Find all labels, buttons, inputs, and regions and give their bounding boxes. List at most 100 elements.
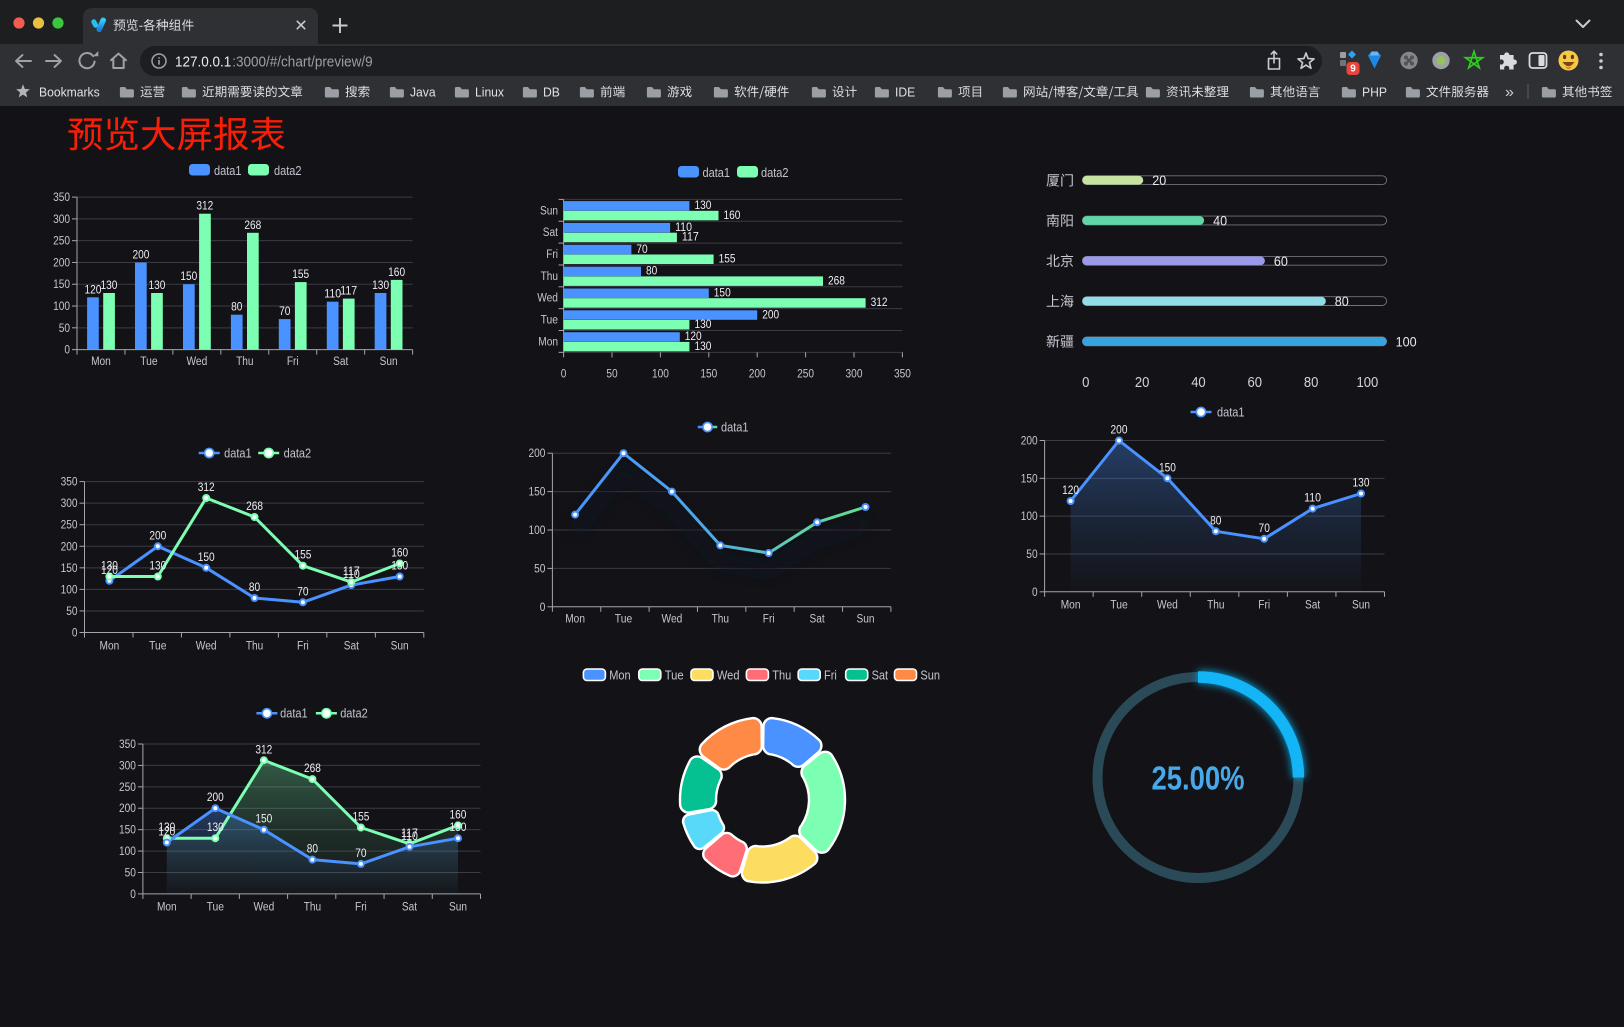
svg-text:300: 300 bbox=[53, 214, 70, 226]
svg-text:300: 300 bbox=[61, 498, 78, 510]
svg-text:Mon: Mon bbox=[157, 902, 177, 914]
svg-text:Wed: Wed bbox=[186, 356, 207, 368]
svg-text:200: 200 bbox=[1021, 436, 1038, 448]
svg-text:0: 0 bbox=[1032, 587, 1038, 599]
svg-text:268: 268 bbox=[246, 501, 263, 513]
svg-text:268: 268 bbox=[828, 275, 845, 287]
svg-text:150: 150 bbox=[180, 271, 197, 283]
svg-text:150: 150 bbox=[529, 487, 546, 499]
svg-text:20: 20 bbox=[1135, 375, 1150, 391]
svg-text:300: 300 bbox=[846, 369, 863, 381]
svg-text:80: 80 bbox=[1210, 515, 1221, 527]
svg-text:0: 0 bbox=[540, 602, 546, 614]
svg-text:130: 130 bbox=[101, 560, 118, 572]
svg-text:data2: data2 bbox=[284, 446, 312, 460]
svg-text:PHP: PHP bbox=[1362, 85, 1387, 100]
svg-text:Mon: Mon bbox=[91, 356, 111, 368]
svg-text:350: 350 bbox=[894, 369, 911, 381]
svg-text:Wed: Wed bbox=[537, 293, 558, 305]
svg-text:117: 117 bbox=[682, 232, 699, 244]
svg-text:Linux: Linux bbox=[475, 85, 504, 100]
svg-text:Tue: Tue bbox=[149, 641, 166, 653]
svg-text:70: 70 bbox=[355, 848, 366, 860]
svg-text:data1: data1 bbox=[721, 420, 749, 434]
svg-text:110: 110 bbox=[1304, 493, 1321, 505]
svg-text:200: 200 bbox=[119, 803, 136, 815]
svg-text:Fri: Fri bbox=[355, 902, 367, 914]
svg-text:Wed: Wed bbox=[196, 641, 217, 653]
svg-text:Thu: Thu bbox=[772, 668, 791, 682]
svg-text:Sat: Sat bbox=[810, 614, 826, 626]
svg-text:120: 120 bbox=[158, 827, 175, 839]
svg-text:70: 70 bbox=[279, 306, 290, 318]
svg-text:40: 40 bbox=[1213, 213, 1227, 229]
svg-text:130: 130 bbox=[391, 560, 408, 572]
svg-text:130: 130 bbox=[450, 822, 467, 834]
svg-text:70: 70 bbox=[297, 586, 308, 598]
svg-text:200: 200 bbox=[53, 257, 70, 269]
svg-text:100: 100 bbox=[652, 369, 669, 381]
svg-text:130: 130 bbox=[694, 200, 711, 212]
svg-text:Sat: Sat bbox=[333, 356, 349, 368]
svg-text:data1: data1 bbox=[703, 166, 731, 180]
svg-text:Sat: Sat bbox=[402, 902, 418, 914]
svg-text:117: 117 bbox=[340, 286, 357, 298]
svg-text:150: 150 bbox=[61, 563, 78, 575]
svg-text:Sun: Sun bbox=[1352, 600, 1370, 612]
svg-text:Sun: Sun bbox=[857, 614, 875, 626]
svg-text:80: 80 bbox=[249, 582, 260, 594]
svg-text:Sat: Sat bbox=[344, 641, 360, 653]
svg-text:DB: DB bbox=[543, 85, 560, 100]
svg-text:100: 100 bbox=[1021, 511, 1038, 523]
svg-text:Thu: Thu bbox=[236, 356, 253, 368]
svg-text:155: 155 bbox=[294, 550, 311, 562]
svg-text:Sat: Sat bbox=[872, 668, 889, 682]
svg-text:0: 0 bbox=[561, 369, 567, 381]
svg-text:160: 160 bbox=[391, 548, 408, 560]
svg-text:150: 150 bbox=[53, 279, 70, 291]
svg-text:Tue: Tue bbox=[140, 356, 157, 368]
svg-text:350: 350 bbox=[119, 739, 136, 751]
svg-text:Sat: Sat bbox=[543, 227, 559, 239]
svg-text:0: 0 bbox=[130, 889, 136, 901]
svg-text:127.0.0.1: 127.0.0.1 bbox=[175, 54, 231, 71]
svg-text:268: 268 bbox=[304, 763, 321, 775]
svg-text:200: 200 bbox=[207, 792, 224, 804]
svg-text:Fri: Fri bbox=[763, 614, 775, 626]
svg-text:100: 100 bbox=[1357, 375, 1379, 391]
svg-text:110: 110 bbox=[675, 222, 692, 234]
svg-text:Thu: Thu bbox=[304, 902, 321, 914]
svg-text:60: 60 bbox=[1248, 375, 1263, 391]
svg-text:0: 0 bbox=[64, 345, 70, 357]
svg-text:»: » bbox=[1505, 84, 1514, 101]
svg-text:Sun: Sun bbox=[449, 902, 467, 914]
svg-text:Mon: Mon bbox=[100, 641, 120, 653]
svg-text:150: 150 bbox=[1021, 473, 1038, 485]
svg-text:Wed: Wed bbox=[1157, 600, 1178, 612]
svg-text:130: 130 bbox=[149, 560, 166, 572]
svg-text:155: 155 bbox=[719, 254, 736, 266]
svg-text:150: 150 bbox=[119, 825, 136, 837]
svg-text:250: 250 bbox=[797, 369, 814, 381]
svg-text:100: 100 bbox=[119, 846, 136, 858]
svg-text:100: 100 bbox=[1396, 333, 1417, 349]
svg-text:250: 250 bbox=[53, 236, 70, 248]
svg-text:80: 80 bbox=[1304, 375, 1319, 391]
svg-text:160: 160 bbox=[450, 809, 467, 821]
svg-text:20: 20 bbox=[1152, 172, 1166, 188]
svg-text:80: 80 bbox=[1335, 293, 1349, 309]
svg-text:Mon: Mon bbox=[565, 614, 585, 626]
svg-text:9: 9 bbox=[1350, 64, 1356, 75]
svg-text:Fri: Fri bbox=[1258, 600, 1270, 612]
svg-text:110: 110 bbox=[343, 569, 360, 581]
svg-text:155: 155 bbox=[292, 269, 309, 281]
svg-text:Thu: Thu bbox=[541, 271, 558, 283]
svg-text:Tue: Tue bbox=[615, 614, 632, 626]
svg-text:40: 40 bbox=[1191, 375, 1206, 391]
svg-text:120: 120 bbox=[85, 284, 102, 296]
svg-text:data1: data1 bbox=[214, 164, 242, 178]
svg-text:268: 268 bbox=[244, 220, 261, 232]
svg-text:data2: data2 bbox=[340, 707, 368, 721]
svg-text:Mon: Mon bbox=[1061, 600, 1081, 612]
svg-text:300: 300 bbox=[119, 760, 136, 772]
